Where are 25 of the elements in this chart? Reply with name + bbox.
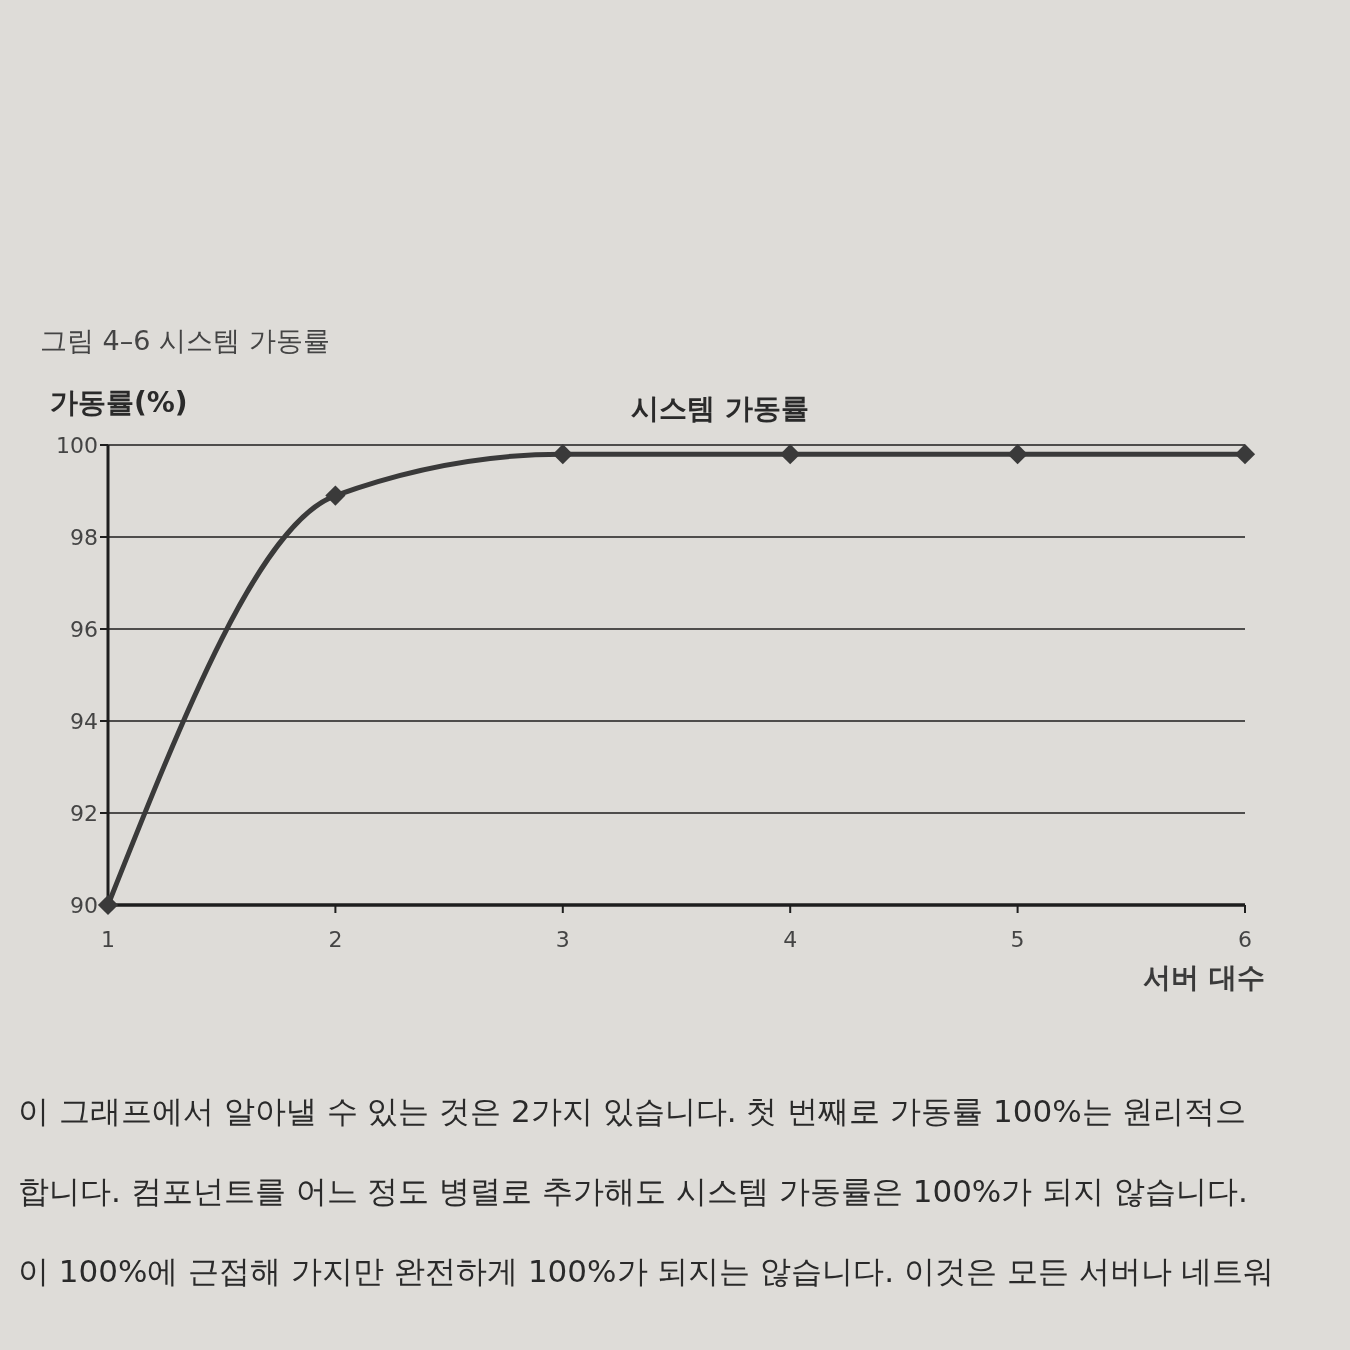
y-tick-label: 92 — [70, 800, 98, 826]
point — [1007, 444, 1028, 465]
x-tick-label: 6 — [1238, 927, 1252, 952]
x-tick-label: 4 — [783, 927, 798, 952]
chart-title: 시스템 가동률 — [631, 392, 809, 425]
x-tick-label: 3 — [555, 927, 570, 952]
x-tick-label: 1 — [101, 927, 115, 952]
y-tick-label: 90 — [70, 892, 98, 918]
y-tick-label: 96 — [70, 616, 98, 642]
point — [552, 444, 573, 465]
text: 이 100%에 근접해 가지만 완전하게 100%가 되지는 않습니다. 이것은 모든 서버나 네트워 — [18, 1253, 1275, 1289]
text: 이 그래프에서 알아낼 수 있는 것은 2가지 있습니다. 첫 번째로 가동률 100%는 원리적으 — [18, 1093, 1247, 1129]
y-tick-label: 98 — [70, 524, 98, 550]
point — [325, 485, 346, 506]
text: 합니다. 컴포넌트를 어느 정도 병렬로 추가해도 시스템 가동률은 100%가 되지 않습니다. — [18, 1173, 1248, 1209]
point — [97, 894, 119, 916]
y-tick-label: 94 — [70, 708, 98, 734]
point — [780, 444, 801, 465]
x-axis-title: 서버 대수 — [1143, 961, 1265, 994]
y-tick-label: 100 — [56, 432, 98, 458]
caption: 그림 4–6 시스템 가동률 — [40, 325, 330, 356]
x-tick-label: 5 — [1010, 927, 1025, 952]
x-tick-label: 2 — [328, 927, 343, 952]
y-axis-title: 가동률(%) — [50, 386, 188, 419]
point — [1234, 444, 1256, 465]
